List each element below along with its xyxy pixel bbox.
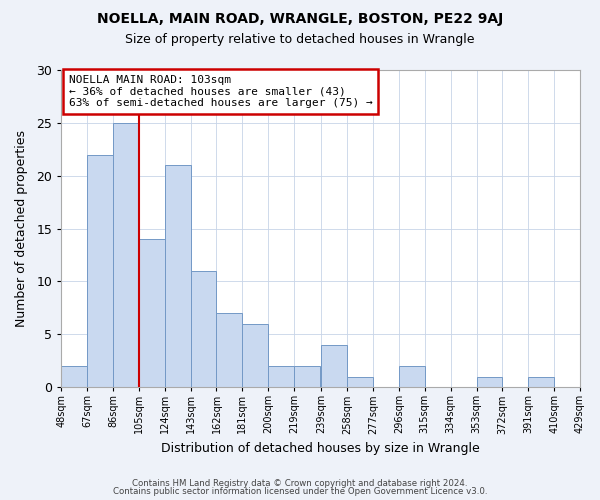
Bar: [61, 366, 87, 387]
Bar: [165, 165, 191, 387]
Bar: [294, 366, 320, 387]
Text: Contains public sector information licensed under the Open Government Licence v3: Contains public sector information licen…: [113, 487, 487, 496]
Text: Contains HM Land Registry data © Crown copyright and database right 2024.: Contains HM Land Registry data © Crown c…: [132, 478, 468, 488]
Bar: [191, 271, 217, 387]
Bar: [217, 313, 242, 387]
Bar: [87, 154, 113, 387]
Bar: [347, 376, 373, 387]
Bar: [242, 324, 268, 387]
Bar: [268, 366, 294, 387]
Text: NOELLA MAIN ROAD: 103sqm
← 36% of detached houses are smaller (43)
63% of semi-d: NOELLA MAIN ROAD: 103sqm ← 36% of detach…: [69, 75, 373, 108]
Bar: [321, 345, 347, 387]
Bar: [113, 123, 139, 387]
Text: NOELLA, MAIN ROAD, WRANGLE, BOSTON, PE22 9AJ: NOELLA, MAIN ROAD, WRANGLE, BOSTON, PE22…: [97, 12, 503, 26]
Bar: [476, 376, 502, 387]
X-axis label: Distribution of detached houses by size in Wrangle: Distribution of detached houses by size …: [161, 442, 480, 455]
Text: Size of property relative to detached houses in Wrangle: Size of property relative to detached ho…: [125, 32, 475, 46]
Y-axis label: Number of detached properties: Number of detached properties: [15, 130, 28, 327]
Bar: [528, 376, 554, 387]
Bar: [139, 239, 165, 387]
Bar: [399, 366, 425, 387]
